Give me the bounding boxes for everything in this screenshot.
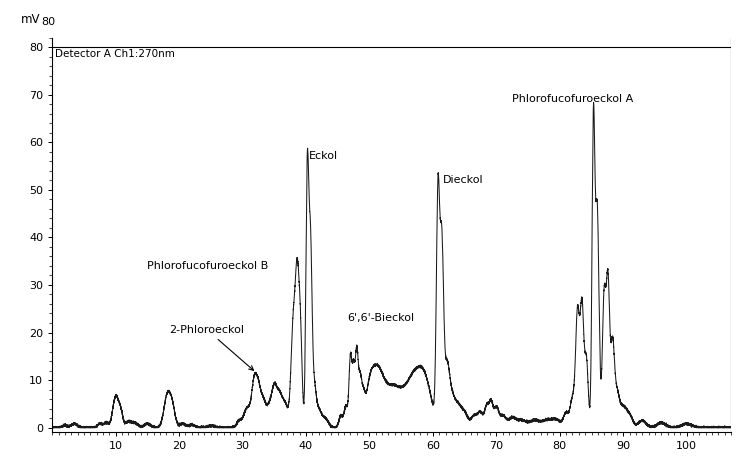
Text: mV: mV [21,13,40,26]
Text: Phlorofucofuroeckol A: Phlorofucofuroeckol A [513,94,633,104]
Text: Detector A Ch1:270nm: Detector A Ch1:270nm [55,49,175,60]
Text: Eckol: Eckol [309,151,338,161]
Text: 80: 80 [41,17,55,27]
Text: Phlorofucofuroeckol B: Phlorofucofuroeckol B [148,261,269,271]
Text: Dieckol: Dieckol [442,175,483,185]
Text: 6',6'-Bieckol: 6',6'-Bieckol [347,313,414,323]
Text: 2-Phloroeckol: 2-Phloroeckol [169,325,254,370]
